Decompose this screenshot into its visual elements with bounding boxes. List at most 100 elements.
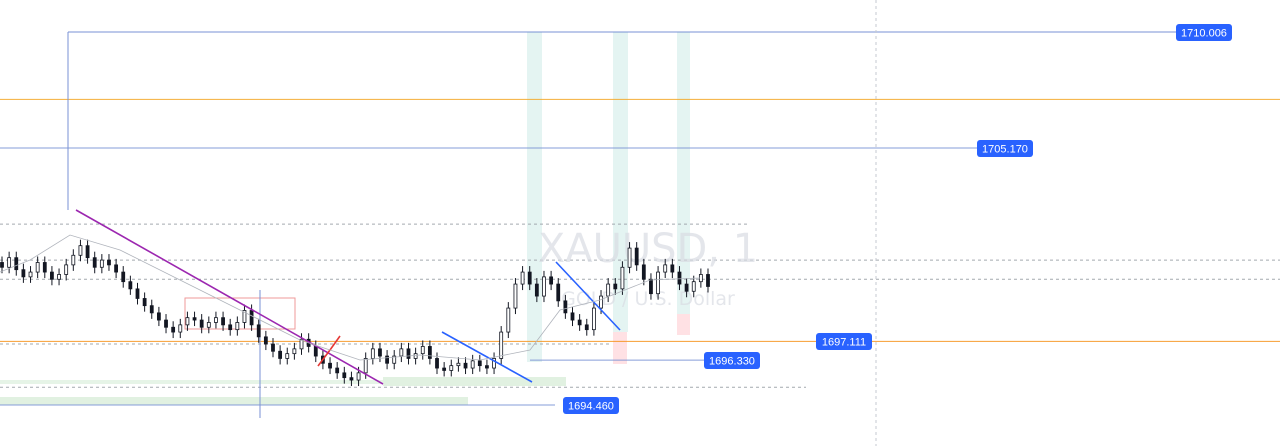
price-badge-level-1710[interactable]: 1710.006: [1176, 24, 1232, 41]
candle-body: [171, 326, 176, 333]
price-badge-bg: [704, 352, 760, 369]
candle-body: [435, 358, 439, 369]
highlight-zones: [0, 32, 690, 405]
candle-body: [449, 365, 454, 371]
candle-body: [192, 317, 197, 321]
price-badge-bg: [563, 397, 619, 414]
candle-body: [606, 283, 611, 297]
candle-body: [513, 283, 518, 309]
candle-body: [292, 348, 297, 355]
candle-body: [313, 346, 318, 357]
watermark-symbol: XAUUSD, 1: [538, 226, 758, 272]
candle-body: [199, 319, 204, 328]
candle-body: [656, 271, 660, 295]
candle-body: [663, 264, 668, 273]
candle-body: [563, 300, 568, 314]
candle-body: [164, 319, 168, 328]
moving-average-line: [0, 234, 701, 361]
candle-body: [21, 269, 26, 278]
candle-body: [634, 247, 639, 266]
candle-body: [107, 259, 111, 266]
candle-body: [470, 360, 475, 369]
candle-body: [256, 324, 261, 338]
candle-body: [549, 276, 554, 285]
candle-body: [427, 346, 432, 359]
candle-body: [706, 274, 710, 287]
zone-teal-1: [527, 32, 542, 362]
candle-body: [14, 257, 19, 271]
candle-body: [242, 310, 247, 323]
candle-body: [71, 254, 76, 266]
candle-body: [542, 276, 546, 297]
candlestick-series: [0, 239, 710, 387]
candle-body: [278, 350, 283, 359]
price-badge-text: 1694.460: [568, 401, 614, 413]
candle-body: [570, 312, 575, 321]
candle-body: [613, 283, 618, 290]
candle-body: [456, 362, 461, 367]
candle-body: [263, 336, 268, 345]
candle-body: [691, 281, 696, 292]
candle-body: [599, 295, 603, 309]
candle-body: [442, 367, 447, 371]
zone-green-2: [0, 397, 468, 405]
candle-body: [506, 307, 511, 333]
candle-body: [641, 264, 646, 280]
candle-body: [591, 307, 596, 331]
price-badge-text: 1710.006: [1181, 28, 1227, 40]
candle-body: [420, 346, 425, 355]
candle-body: [342, 372, 347, 379]
candle-body: [114, 264, 119, 273]
trendline-purple: [75, 209, 384, 385]
candle-body: [649, 278, 653, 295]
price-badge-level-1697[interactable]: 1697.111: [816, 333, 872, 350]
zone-pink-1: [613, 332, 627, 364]
zone-pink-2: [677, 314, 690, 335]
candle-body: [206, 322, 211, 328]
candle-body: [214, 317, 218, 323]
candle-body: [620, 266, 625, 290]
candle-body: [92, 257, 97, 268]
candle-body: [99, 259, 104, 268]
price-badge-bg: [1176, 24, 1232, 41]
candle-body: [156, 312, 161, 321]
price-badge-text: 1696.330: [709, 356, 755, 368]
candle-body: [221, 317, 225, 326]
candle-body: [85, 245, 90, 259]
zone-green-1: [383, 377, 566, 386]
candle-body: [492, 358, 496, 369]
candle-body: [285, 353, 290, 359]
candle-body: [485, 365, 489, 369]
candle-body: [335, 367, 340, 374]
price-badge-level-1705[interactable]: 1705.170: [977, 140, 1033, 157]
candle-body: [7, 257, 12, 268]
price-badge-bg: [977, 140, 1033, 157]
candle-body: [520, 271, 525, 285]
price-badge-level-1696[interactable]: 1696.330: [704, 352, 760, 369]
candle-body: [577, 319, 582, 326]
candle-body: [527, 271, 532, 285]
price-badge-text: 1705.170: [982, 144, 1028, 156]
price-badge-level-1694[interactable]: 1694.460: [563, 397, 619, 414]
candle-body: [406, 348, 411, 359]
candle-body: [249, 310, 254, 326]
symbol-watermark: XAUUSD, 1 GOLD / U.S. Dollar: [538, 226, 758, 310]
candle-body: [50, 271, 54, 280]
trendline-blue-1: [441, 331, 533, 383]
candle-body: [370, 348, 375, 359]
candle-body: [0, 262, 4, 268]
candle-body: [392, 355, 397, 364]
candle-body: [142, 298, 147, 307]
zone-teal-2: [613, 32, 628, 332]
candle-body: [178, 324, 183, 333]
price-badges[interactable]: 1710.006 1705.170 1697.111 1696.330 1694.460: [563, 24, 1232, 414]
candle-body: [349, 377, 354, 381]
candle-body: [28, 271, 33, 278]
candle-body: [534, 283, 539, 297]
candle-body: [57, 274, 61, 280]
candle-body: [684, 283, 689, 292]
trend-lines: [0, 209, 701, 385]
candle-body: [477, 360, 482, 367]
candle-body: [271, 343, 275, 352]
